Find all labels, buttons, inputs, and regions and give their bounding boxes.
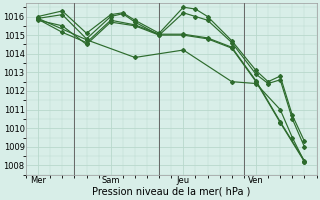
X-axis label: Pression niveau de la mer( hPa ): Pression niveau de la mer( hPa ) — [92, 187, 251, 197]
